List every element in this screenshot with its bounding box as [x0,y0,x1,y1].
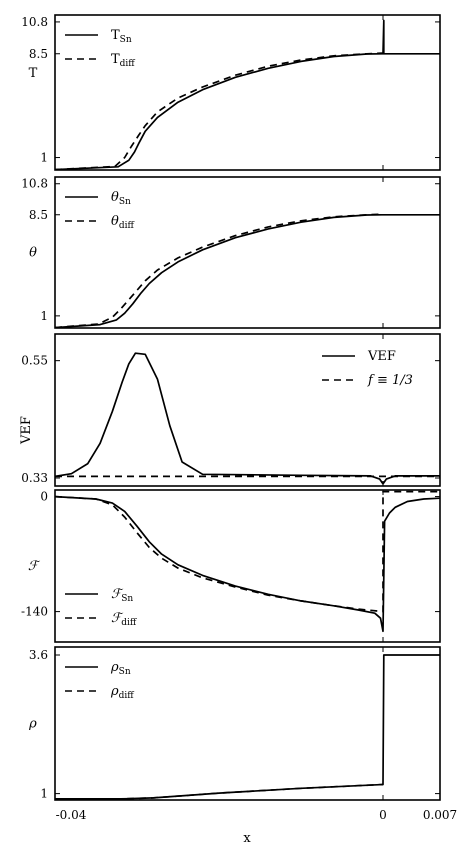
legend-label: ℱSn [111,587,133,604]
legend-label: f ≡ 1/3 [367,373,413,388]
series-line-diff [55,52,384,170]
legend-label: ρdiff [110,684,134,701]
series-line-diff [55,213,384,328]
legend: ℱSn ℱdiff [65,587,137,628]
panel-3: 0.33 0.55 VEF VEF f ≡ 1/3 [19,333,441,487]
axes-frame [54,176,441,329]
series-line-sn [55,654,440,800]
curves [55,654,440,800]
legend-label: Tdiff [111,52,135,69]
y-tick-label: 8.5 [29,47,48,61]
y-tick-label: -140 [21,605,48,619]
panel-5: 1 3.6 ρ ρSn ρdiff -0.04 0 0.007 [28,646,457,822]
legend-label: TSn [111,28,132,45]
y-tick-label: 10.8 [21,15,48,29]
curves [55,490,440,633]
legend-label: ℱdiff [111,611,137,628]
panel-2: 1 8.5 10.8 θ θSn θdiff [21,176,441,329]
panels: 18.510.8TTSnTdiff18.510.8θθSnθdiff0.330.… [19,14,457,822]
axes-frame [54,489,441,643]
y-axis-label: ℱ [28,559,41,574]
panel-1: 1 8.5 10.8 T TSn Tdiff [21,14,441,171]
y-tick-label: 10.8 [21,177,48,191]
axes-frame [54,646,441,801]
y-axis-label: VEF [19,416,34,445]
legend-label: VEF [367,349,396,364]
y-tick-label: 3.6 [29,648,48,662]
x-tick-label: 0.007 [423,808,457,822]
y-axis-label: T [29,66,38,81]
y-tick-label: 1 [40,151,48,165]
x-tick-label: 0 [379,808,387,822]
series-line-sn [55,352,440,485]
curves [55,213,440,328]
curves [55,19,440,170]
legend-label: ρSn [110,660,131,677]
legend-label: θdiff [111,214,134,231]
y-tick-label: 0.55 [21,354,48,368]
panel-4: 0 -140 ℱ ℱSn ℱdiff [21,489,441,643]
series-line-sn [55,19,440,170]
y-tick-label: 1 [40,787,48,801]
y-tick-label: 0.33 [21,471,48,485]
series-line-sn [55,213,440,328]
axes-frame [54,14,441,171]
legend: θSn θdiff [65,190,134,231]
legend-label: θSn [111,190,131,207]
legend: TSn Tdiff [65,28,135,69]
curves [55,352,440,485]
y-tick-label: 0 [40,490,48,504]
axes-frame [54,333,441,487]
x-tick-label: -0.04 [56,808,87,822]
y-axis-label: θ [29,246,37,261]
series-line-diff [55,783,384,800]
x-axis-label: x [243,831,251,846]
y-tick-label: 1 [40,309,48,323]
legend: ρSn ρdiff [65,660,134,701]
y-axis-label: ρ [28,717,37,732]
y-tick-label: 8.5 [29,208,48,222]
legend: VEF f ≡ 1/3 [322,349,413,388]
